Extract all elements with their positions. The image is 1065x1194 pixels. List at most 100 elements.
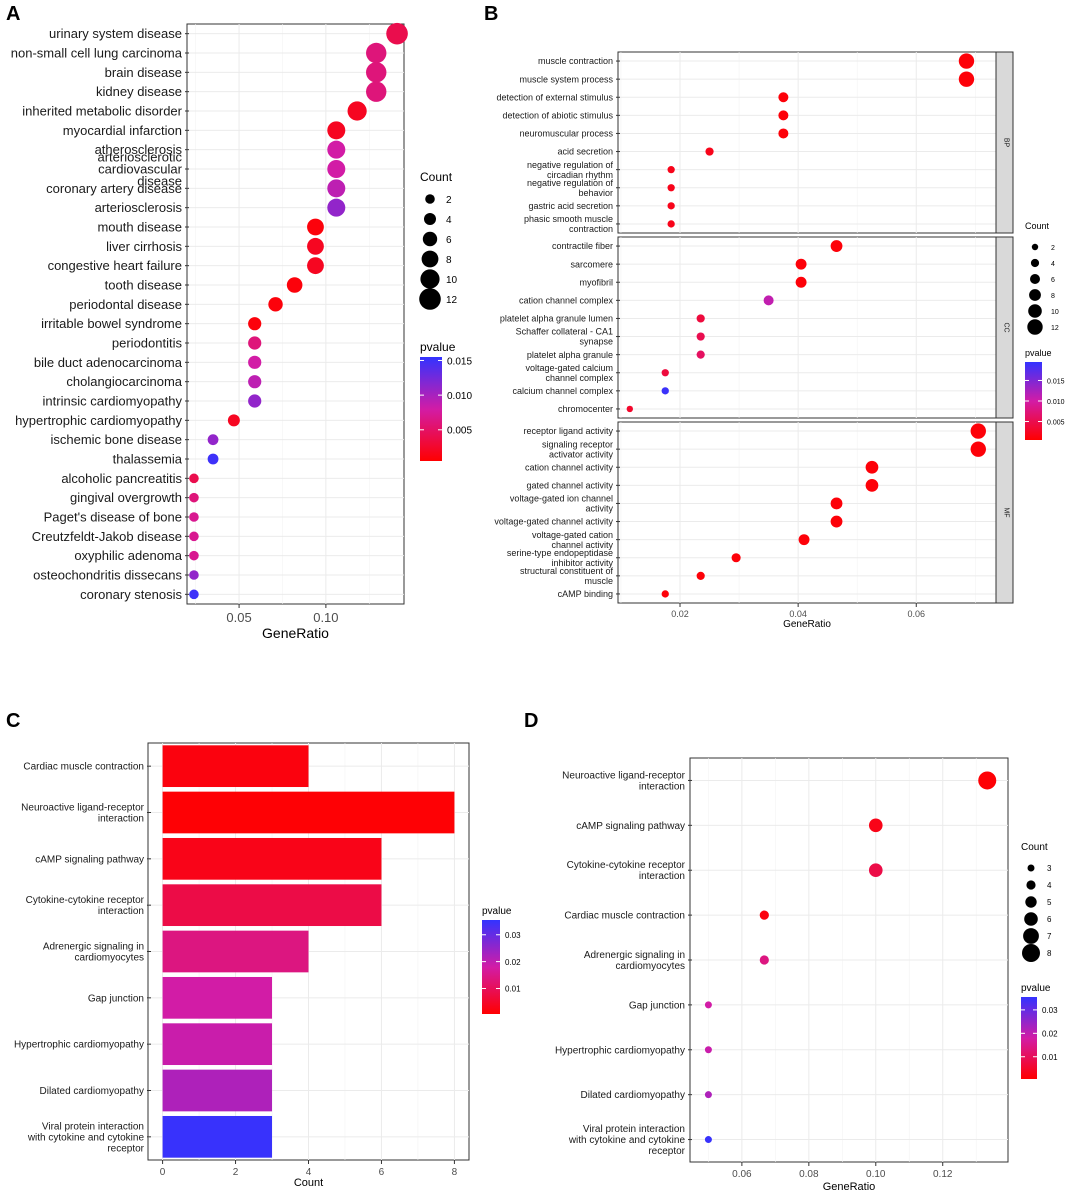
data-point bbox=[667, 202, 675, 210]
y-tick-label: calcium channel complex bbox=[512, 386, 613, 396]
color-legend-title: pvalue bbox=[1021, 983, 1051, 994]
data-point bbox=[696, 571, 705, 580]
y-tick-label: gastric acid secretion bbox=[528, 201, 613, 211]
y-tick-label: Dilated cardiomyopathy bbox=[40, 1086, 145, 1097]
data-point bbox=[207, 434, 219, 446]
data-point bbox=[731, 553, 741, 563]
data-point bbox=[189, 473, 199, 484]
y-tick-label: cation channel complex bbox=[519, 296, 614, 306]
y-tick-label: gingival overgrowth bbox=[70, 490, 182, 505]
color-legend-label: 0.015 bbox=[1047, 378, 1065, 385]
size-legend-dot bbox=[1029, 289, 1041, 301]
y-tick-label-line: Viral protein interaction bbox=[583, 1124, 685, 1135]
y-tick-label: irritable bowel syndrome bbox=[41, 316, 182, 331]
bar bbox=[162, 884, 382, 927]
bar bbox=[162, 1069, 273, 1112]
bar bbox=[162, 1023, 273, 1066]
size-legend-label: 12 bbox=[446, 295, 458, 306]
data-point bbox=[778, 128, 789, 139]
x-tick-label: 8 bbox=[452, 1167, 458, 1178]
y-tick-label-line: interaction bbox=[98, 906, 144, 917]
size-legend-label: 2 bbox=[446, 195, 452, 206]
y-tick-label: ischemic bone disease bbox=[50, 432, 182, 447]
data-point bbox=[189, 570, 199, 580]
color-legend-label: 0.02 bbox=[505, 958, 521, 967]
color-legend-label: 0.01 bbox=[505, 985, 521, 994]
data-point bbox=[795, 276, 807, 288]
data-point bbox=[327, 160, 346, 178]
y-tick-label: arteriosclerosis bbox=[95, 200, 183, 215]
data-point bbox=[626, 405, 634, 413]
data-point bbox=[347, 101, 367, 121]
data-point bbox=[661, 387, 669, 395]
y-tick-label-line: negative regulation of bbox=[527, 160, 614, 170]
y-tick-label-line: channel complex bbox=[545, 373, 613, 383]
color-legend-label: 0.005 bbox=[447, 426, 472, 437]
size-legend-label: 8 bbox=[1051, 293, 1055, 300]
y-tick-label: platelet alpha granule lumen bbox=[500, 314, 613, 324]
size-legend-dot bbox=[1024, 912, 1038, 926]
bar bbox=[162, 791, 455, 834]
y-tick-label: non-small cell lung carcinoma bbox=[11, 46, 183, 61]
y-tick-label-line: cardiomyocytes bbox=[616, 961, 685, 972]
data-point bbox=[248, 394, 262, 408]
data-point bbox=[307, 237, 324, 255]
color-legend-title: pvalue bbox=[420, 340, 456, 354]
y-tick-label: structural constituent of muscle bbox=[520, 566, 614, 586]
y-tick-label: inherited metabolic disorder bbox=[22, 104, 182, 119]
y-tick-label: Cytokine-cytokine receptor interaction bbox=[26, 895, 145, 917]
data-point bbox=[327, 179, 346, 198]
data-point bbox=[958, 71, 975, 87]
y-tick-label: Adrenergic signaling in cardiomyocytes bbox=[43, 942, 144, 964]
x-tick-label: 0.12 bbox=[933, 1169, 953, 1180]
data-point bbox=[696, 314, 705, 323]
data-point bbox=[704, 1001, 712, 1009]
chart-b-go-enrichment: BP muscle contraction muscle system proces… bbox=[494, 51, 1065, 630]
color-legend-label: 0.010 bbox=[447, 391, 472, 402]
chart-d-kegg-dotplot: Neuroactive ligand-receptor interactioncA… bbox=[555, 757, 1058, 1193]
panel-label-d: D bbox=[524, 710, 538, 732]
x-tick-label: 0.10 bbox=[866, 1169, 886, 1180]
y-tick-label: Hypertrophic cardiomyopathy bbox=[555, 1045, 685, 1056]
y-tick-label: coronary artery disease bbox=[46, 181, 182, 196]
y-tick-label: brain disease bbox=[105, 65, 182, 80]
data-point bbox=[830, 497, 843, 510]
x-axis-title: GeneRatio bbox=[783, 619, 831, 630]
facet-strip-label: CC bbox=[1003, 322, 1010, 332]
x-axis-title: Count bbox=[294, 1177, 323, 1189]
size-legend-label: 6 bbox=[1047, 915, 1052, 924]
plot-panel bbox=[617, 51, 997, 234]
data-point bbox=[327, 198, 346, 217]
y-tick-label: liver cirrhosis bbox=[106, 239, 182, 254]
size-legend-label: 10 bbox=[446, 275, 458, 286]
size-legend-label: 2 bbox=[1051, 245, 1055, 252]
data-point bbox=[189, 492, 199, 503]
y-tick-label-line: cardiomyocytes bbox=[75, 953, 144, 964]
y-tick-label-line: cardiovascular bbox=[98, 162, 182, 177]
data-point bbox=[795, 258, 807, 270]
data-point bbox=[868, 863, 883, 878]
x-tick-label: 0.10 bbox=[313, 610, 338, 625]
y-tick-label: congestive heart failure bbox=[48, 258, 182, 273]
y-tick-label-line: voltage-gated ion channel bbox=[510, 494, 613, 504]
y-tick-label: tooth disease bbox=[105, 278, 182, 293]
facet-strip bbox=[995, 51, 1014, 234]
data-point bbox=[868, 818, 883, 833]
y-tick-label: negative regulation of circadian rhythm bbox=[527, 160, 614, 180]
y-tick-label: chromocenter bbox=[558, 404, 613, 414]
data-point bbox=[248, 317, 262, 331]
y-tick-label: Viral protein interaction with cytokine a… bbox=[27, 1121, 145, 1154]
data-point bbox=[327, 140, 346, 159]
color-legend-bar bbox=[482, 920, 500, 1014]
x-tick-label: 0.08 bbox=[799, 1169, 819, 1180]
y-tick-label-line: voltage-gated cation bbox=[532, 530, 613, 540]
x-axis-title: GeneRatio bbox=[823, 1181, 876, 1193]
y-tick-label: neuromuscular process bbox=[519, 129, 613, 139]
x-tick-label: 0.06 bbox=[732, 1169, 752, 1180]
y-tick-label-line: serine-type endopeptidase bbox=[507, 548, 613, 558]
data-point bbox=[248, 375, 262, 389]
data-point bbox=[366, 62, 387, 83]
data-point bbox=[661, 369, 669, 377]
y-tick-label-line: circadian rhythm bbox=[547, 170, 613, 180]
data-point bbox=[759, 955, 769, 965]
